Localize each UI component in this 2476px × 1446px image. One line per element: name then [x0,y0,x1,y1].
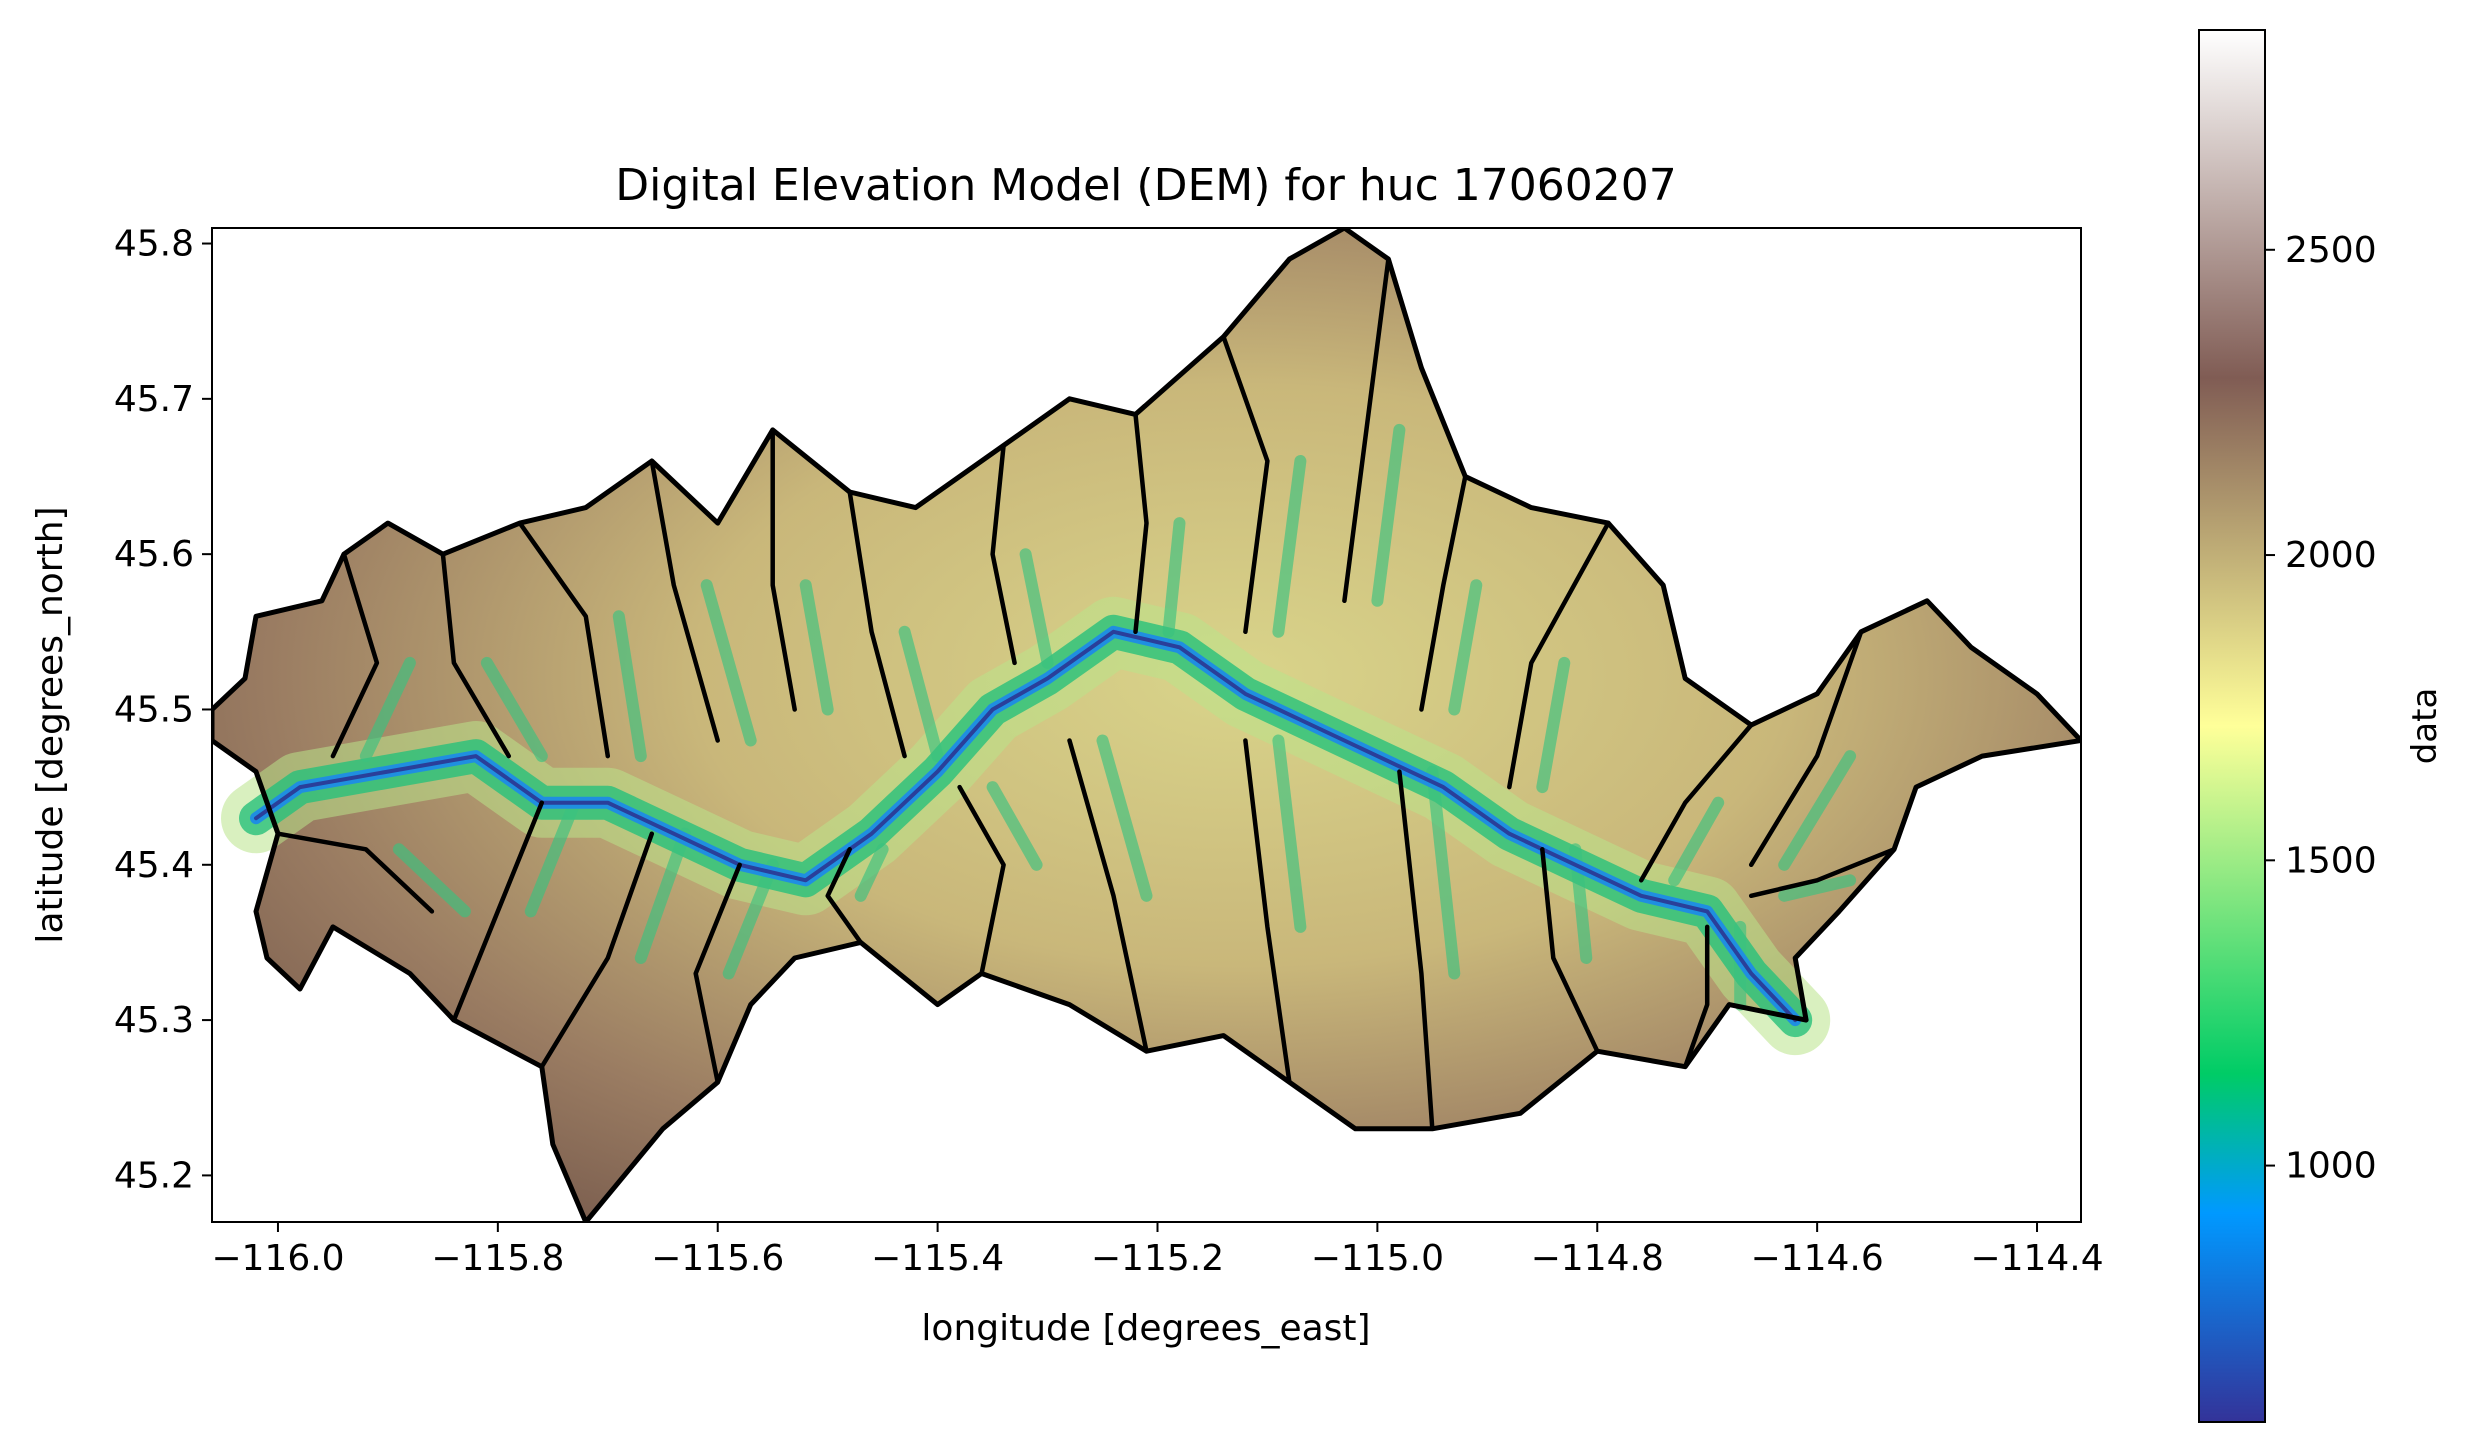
tributary-valley [986,781,1043,871]
tributary-valley [1371,423,1406,607]
x-tick-label: −114.8 [1531,1238,1664,1279]
tributary-valley [1448,579,1483,716]
tributary-valley [1778,750,1857,871]
tributary-valley [700,579,757,747]
y-axis: 45.2 45.3 45.4 45.5 45.6 45.7 45.8 [114,224,212,1196]
tributary-valley [1272,455,1307,638]
colorbar-tick-label: 2500 [2285,230,2377,271]
subbasin-boundary [770,427,797,712]
subbasin-boundary [517,520,611,759]
tributary-valley [359,656,416,763]
y-tick-label: 45.2 [114,1155,194,1196]
plot-frame [211,227,2082,1223]
subbasin-boundary [451,800,545,1023]
colorbar-tick-label: 2000 [2285,535,2377,576]
subbasin-boundary [275,831,435,914]
subbasin-boundary [1748,847,1897,899]
x-axis: −116.0 −115.8 −115.6 −115.4 −115.2 −115.0 −114… [211,1222,2104,1279]
colorbar: 1000 1500 2000 2500 data [2198,29,2445,1423]
tributary-valley [612,610,647,763]
subbasin-boundary [1243,738,1292,1085]
subbasin-boundary [1540,847,1600,1054]
tributary-valley [722,858,779,980]
subbasin-boundary [1221,334,1270,635]
subbasin-boundary [990,443,1017,666]
subbasin-boundary [440,551,512,759]
tributary-valley [634,827,691,964]
subbasin-boundary [1419,474,1468,712]
tributary-valley [1426,765,1461,980]
subbasin-boundary [330,551,380,759]
subbasin-boundary [1397,769,1435,1132]
subbasin-boundary [1507,520,1611,790]
subbasin-boundary [1342,256,1391,604]
tributary-valley [1272,734,1307,933]
tributary-valley [1668,796,1725,887]
x-tick-label: −115.4 [871,1238,1004,1279]
subbasin-boundary [1638,722,1754,883]
tributary-valley [1096,734,1153,902]
y-tick-label: 45.8 [114,224,194,265]
tributary-valley [1778,874,1857,902]
subbasin-boundary [1133,412,1149,635]
x-tick-label: −115.6 [651,1238,784,1279]
y-axis-label: latitude [degrees_north] [30,506,71,943]
elevation-raster [212,228,2081,1222]
tributary-valley [898,625,944,763]
x-tick-label: −115.8 [431,1238,564,1279]
chart-title: Digital Elevation Model (DEM) for huc 17… [615,160,1677,211]
subbasin-boundary [539,831,655,1069]
y-tick-label: 45.4 [114,845,194,886]
y-tick-label: 45.7 [114,379,194,420]
y-tick-label: 45.5 [114,689,194,730]
tributary-valley [524,796,581,918]
subbasin-boundary [825,847,863,945]
x-tick-label: −115.2 [1091,1238,1224,1279]
plot-area [212,228,2081,1222]
subbasin-boundary [847,489,907,759]
subbasin-boundary [957,784,1006,976]
tributary-valley [480,656,548,763]
tributary-valley [1162,517,1186,638]
y-tick-label: 45.6 [114,534,194,575]
tributary-valley [1536,656,1571,794]
tributary-valley [392,843,471,918]
tributary-valley [1019,548,1054,669]
colorbar-gradient [2198,29,2266,1423]
x-tick-label: −114.6 [1751,1238,1884,1279]
subbasin-boundary [1682,924,1710,1069]
y-tick-label: 45.3 [114,1000,194,1041]
watershed-outline [212,228,2081,1222]
x-tick-label: −115.0 [1311,1238,1444,1279]
colorbar-tick-label: 1500 [2285,840,2377,881]
colorbar-tick-label: 1000 [2285,1146,2377,1187]
x-axis-label: longitude [degrees_east] [921,1308,1370,1349]
colorbar-label: data [2405,688,2445,765]
x-tick-label: −114.4 [1970,1238,2103,1279]
subbasin-boundary [1748,629,1864,868]
colorbar-ticks: 1000 1500 2000 2500 [2265,230,2377,1187]
tributary-valley [799,579,834,716]
subbasin-boundary [1067,738,1149,1054]
tributary-valley [854,843,889,902]
subbasin-boundary [649,458,720,743]
subbasin-boundary-layer [275,256,1897,1132]
subbasin-boundary [693,862,742,1085]
x-tick-label: −116.0 [211,1238,344,1279]
